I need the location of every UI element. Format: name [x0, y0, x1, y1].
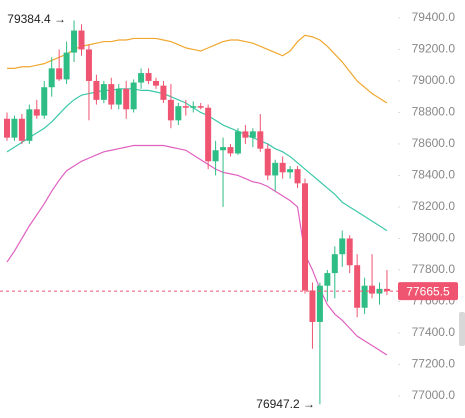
y-tick-label: 79000.0 [412, 73, 456, 87]
candle-body [234, 131, 241, 154]
candle-body [153, 80, 159, 86]
candle-body [346, 238, 353, 266]
candle-body [354, 265, 361, 308]
candle-body [302, 183, 308, 291]
candle-body [197, 106, 204, 108]
y-tick-label: 77800.0 [412, 262, 456, 276]
y-tick-label: 78200.0 [412, 199, 456, 213]
candle-body [294, 169, 301, 184]
candle-body [93, 80, 100, 100]
candle-body [227, 147, 234, 154]
candle-body [4, 118, 10, 138]
low-annotation: 76947.2 → [256, 397, 315, 411]
candle-body [205, 107, 212, 162]
candle-body [257, 131, 264, 149]
band-line [6, 88, 388, 232]
candle-body [41, 87, 48, 116]
candle-body [145, 73, 152, 81]
candle-body [324, 273, 331, 286]
candle-body [316, 285, 323, 322]
price-label: 77665.5 [406, 284, 450, 298]
band-line [6, 144, 388, 356]
candle-body [361, 285, 368, 308]
candle-body [242, 131, 249, 138]
y-tick-label: 79200.0 [412, 42, 456, 56]
y-tick-label: 78800.0 [412, 105, 456, 119]
candle-body [33, 109, 40, 116]
candle-body [339, 238, 346, 255]
y-tick-label: 77200.0 [412, 357, 456, 371]
candle-body [26, 109, 33, 141]
candle-body [220, 147, 227, 151]
candle-body [369, 285, 376, 294]
side-tab [459, 312, 465, 346]
candle-body [18, 118, 25, 141]
candle-body [212, 150, 219, 162]
y-tick-label: 79400.0 [412, 10, 456, 24]
band-line [7, 34, 388, 104]
candle-body [331, 254, 338, 274]
candle-body [130, 82, 137, 110]
y-tick-label: 77400.0 [412, 325, 456, 339]
candle-body [383, 288, 390, 292]
candle-body [85, 49, 92, 81]
candle-body [287, 169, 294, 173]
candle-body [63, 52, 70, 80]
candle-body [272, 162, 279, 176]
candle-body [264, 148, 271, 176]
candle-body [48, 68, 55, 88]
candle-body [123, 88, 130, 110]
candle-body [138, 73, 145, 83]
candle-body [100, 84, 107, 100]
candle-body [160, 85, 167, 100]
price-label-box [398, 282, 458, 301]
candle-body [279, 162, 286, 173]
candle-body [249, 131, 256, 138]
candle-body [190, 106, 197, 108]
candle-body [11, 118, 18, 138]
candle-body [167, 99, 174, 121]
candle-body [78, 30, 85, 50]
high-annotation: 79384.4 → [7, 12, 66, 26]
candle-body [175, 106, 182, 121]
candle-body [115, 88, 122, 105]
candle-body [108, 84, 115, 105]
candle-body [56, 68, 63, 80]
candle-body [71, 30, 78, 53]
y-tick-label: 78000.0 [412, 231, 456, 245]
y-tick-label: 77000.0 [412, 388, 456, 402]
y-tick-label: 78400.0 [412, 168, 456, 182]
y-tick-label: 78600.0 [412, 136, 456, 150]
candle-body [309, 290, 316, 322]
candle-body [182, 106, 189, 108]
